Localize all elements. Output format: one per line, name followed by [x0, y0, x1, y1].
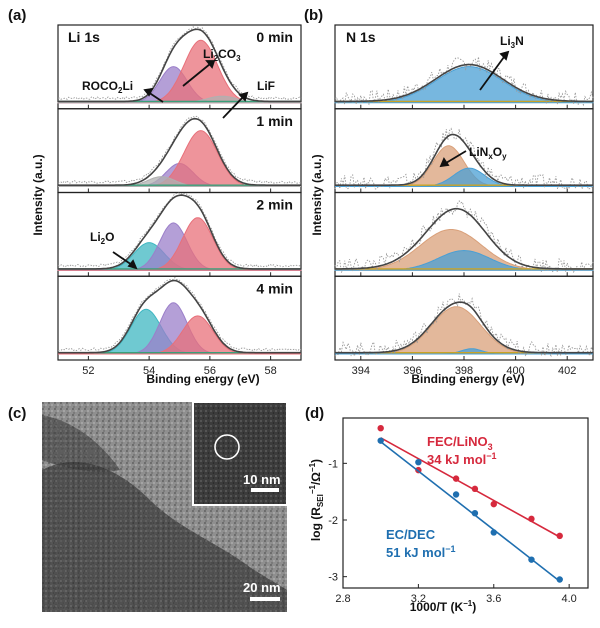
raw-data: [334, 127, 594, 190]
x-tick-label: 394: [352, 365, 370, 377]
x-tick-label: 4.0: [562, 593, 577, 605]
annot-li2o: Li2O: [90, 230, 114, 246]
panel-a-xlabel: Binding energy (eV): [146, 372, 259, 386]
panel-d-xlabel: 1000/T (K−1): [410, 599, 476, 614]
panel-a-li1s: 0 min 1 min 2 min 4 min 52 54 56 58: [57, 24, 302, 377]
annot-roco2li: ROCO2Li: [82, 79, 133, 95]
data-point: [415, 459, 422, 466]
x-tick-label: 54: [143, 365, 155, 377]
raw-data: [57, 115, 301, 184]
panel-d-arrhenius: 2.8 3.2 3.6 4.0 -1 -2 -3: [328, 417, 589, 605]
y-tick-label: -2: [328, 515, 338, 527]
panel-a-title: Li 1s: [68, 29, 100, 45]
ec-legend-name: EC/DEC: [386, 527, 436, 542]
x-tick-label: 3.2: [411, 593, 426, 605]
panel-b-ylabel: Intensity (a.u.): [310, 154, 324, 235]
envelope: [335, 207, 593, 270]
main-scalebar: [250, 597, 280, 601]
panel-b-label: (b): [304, 7, 323, 24]
data-point: [377, 437, 384, 444]
raw-data: [57, 26, 302, 100]
annot-linxoy: LiNxOy: [469, 145, 507, 161]
peak-Li3N: [334, 66, 594, 104]
panel-d-ylabel: log (RSEI−1/Ω−1): [308, 459, 325, 541]
ec-legend-energy: 51 kJ mol−1: [386, 544, 456, 560]
data-point: [490, 500, 497, 508]
time-label: 4 min: [256, 280, 293, 296]
x-tick-label: 402: [558, 365, 576, 377]
subplot-frame: [57, 275, 302, 361]
panel-d-label: (d): [305, 405, 324, 422]
x-tick-label: 396: [403, 365, 421, 377]
data-point: [556, 532, 563, 540]
panel-a-ylabel: Intensity (a.u.): [31, 154, 45, 235]
time-label: 1 min: [256, 113, 293, 129]
envelope: [58, 28, 301, 103]
panel-b-xlabel: Binding energy (eV): [411, 372, 524, 386]
x-tick-label: 398: [455, 365, 473, 377]
data-point: [452, 491, 460, 498]
data-point: [556, 576, 563, 583]
envelope: [58, 117, 301, 186]
peak-Li2CO3: [57, 217, 302, 271]
y-tick-label: -1: [328, 458, 338, 470]
peak-Li2CO3: [58, 130, 301, 187]
annot-li2co3: Li2CO3: [203, 47, 241, 63]
data-point: [528, 515, 535, 523]
x-tick-label: 58: [265, 365, 277, 377]
time-label: 0 min: [256, 29, 293, 45]
panel-c-inset: [192, 401, 288, 506]
data-point: [490, 529, 497, 536]
peak-LiNxOy: [335, 306, 593, 355]
envelope: [335, 301, 593, 354]
x-tick-label: 400: [506, 365, 524, 377]
panel-b-n1s: 394 396 398 400 402: [334, 24, 594, 377]
peak-Li3N: [334, 249, 594, 271]
envelope: [335, 63, 593, 103]
raw-data: [57, 276, 302, 352]
fec-legend-energy: 34 kJ mol−1: [427, 451, 497, 467]
panel-a-label: (a): [8, 7, 26, 24]
time-label: 2 min: [256, 197, 293, 213]
data-point: [471, 510, 479, 517]
panel-c-tem-image: 10 nm 20 nm: [42, 401, 288, 612]
x-tick-label: 56: [204, 365, 216, 377]
panel-a-arrows: [112, 60, 249, 270]
envelope: [335, 133, 593, 186]
x-tick-label: 52: [82, 365, 94, 377]
data-point: [452, 475, 460, 482]
inset-scale-label: 10 nm: [243, 472, 281, 487]
inset-circle: [214, 434, 240, 460]
envelope: [58, 194, 301, 270]
data-point: [377, 425, 384, 432]
data-point: [528, 556, 535, 563]
raw-data: [334, 200, 594, 274]
annot-li3n: Li3N: [500, 34, 524, 50]
raw-data: [57, 192, 302, 268]
y-tick-label: -3: [328, 572, 338, 584]
peak-Li3N: [335, 167, 593, 187]
data-point: [471, 485, 479, 493]
envelope: [58, 279, 301, 354]
panel-c-label: (c): [8, 405, 26, 422]
x-tick-label: 2.8: [335, 593, 350, 605]
inset-scalebar: [251, 488, 279, 492]
x-tick-label: 3.6: [486, 593, 501, 605]
raw-data: [334, 56, 594, 107]
fec-legend-name: FEC/LiNO3: [427, 434, 493, 452]
main-scale-label: 20 nm: [243, 580, 281, 595]
peak-Li2CO3: [58, 315, 301, 355]
annot-lif: LiF: [257, 79, 275, 93]
panel-b-arrows: [439, 50, 510, 168]
plot-frame: [342, 417, 589, 589]
panel-b-title: N 1s: [346, 29, 376, 45]
